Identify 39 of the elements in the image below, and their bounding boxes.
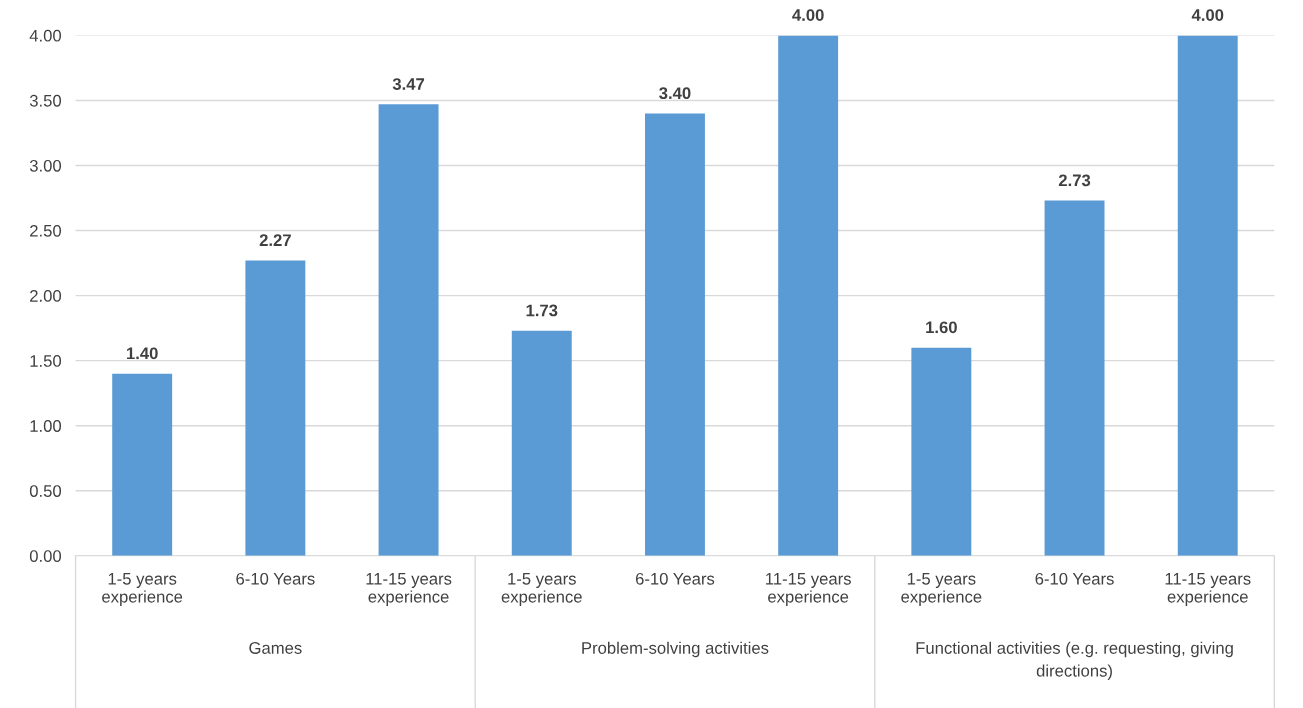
bar bbox=[511, 330, 572, 556]
bar bbox=[1177, 35, 1238, 556]
x-tick-label: 1-5 years experience bbox=[901, 573, 982, 606]
bar bbox=[378, 104, 439, 556]
bar bbox=[644, 113, 705, 556]
bar bbox=[112, 373, 173, 556]
x-tick-label: 1-5 years experience bbox=[501, 573, 582, 606]
data-label: 4.00 bbox=[792, 9, 824, 21]
x-tick-label: 11-15 years experience bbox=[366, 573, 452, 606]
data-label: 1.60 bbox=[926, 321, 957, 334]
text: Games bbox=[249, 642, 302, 654]
bar bbox=[778, 35, 839, 556]
y-tick-label: 4.00 bbox=[29, 29, 62, 42]
x-tick-label: 11-15 years experience bbox=[1165, 573, 1251, 606]
bar bbox=[911, 347, 972, 556]
x-tick-label: 1-5 years experience bbox=[102, 573, 183, 606]
text: Functional activities (e.g. requesting, giving directions) bbox=[916, 641, 1233, 680]
data-label: 2.27 bbox=[259, 234, 291, 246]
y-tick-label: 3.00 bbox=[29, 159, 62, 172]
x-tick-label: 6-10 Years bbox=[1035, 572, 1114, 585]
y-tick-label: 0.50 bbox=[29, 485, 62, 497]
y-tick-label: 1.50 bbox=[30, 355, 62, 367]
data-label: 4.00 bbox=[1191, 9, 1224, 21]
y-tick-label: 2.00 bbox=[30, 289, 62, 302]
y-tick-label: 3.50 bbox=[29, 94, 62, 107]
data-label: 2.73 bbox=[1058, 174, 1091, 187]
y-tick-label: 2.50 bbox=[30, 224, 62, 237]
data-label: 3.47 bbox=[392, 78, 425, 90]
bar bbox=[1044, 200, 1105, 556]
y-tick-label: 0.00 bbox=[29, 550, 62, 562]
bar bbox=[245, 260, 306, 556]
x-tick-label: 11-15 years experience bbox=[766, 573, 851, 606]
data-label: 1.40 bbox=[127, 347, 158, 360]
data-label: 1.73 bbox=[526, 304, 558, 317]
x-tick-label: 6-10 Years bbox=[635, 572, 715, 585]
x-tick-label: 6-10 Years bbox=[236, 572, 315, 585]
data-label: 3.40 bbox=[659, 87, 691, 100]
y-tick-label: 1.00 bbox=[30, 420, 62, 432]
text: Problem-solving activities bbox=[582, 641, 769, 658]
